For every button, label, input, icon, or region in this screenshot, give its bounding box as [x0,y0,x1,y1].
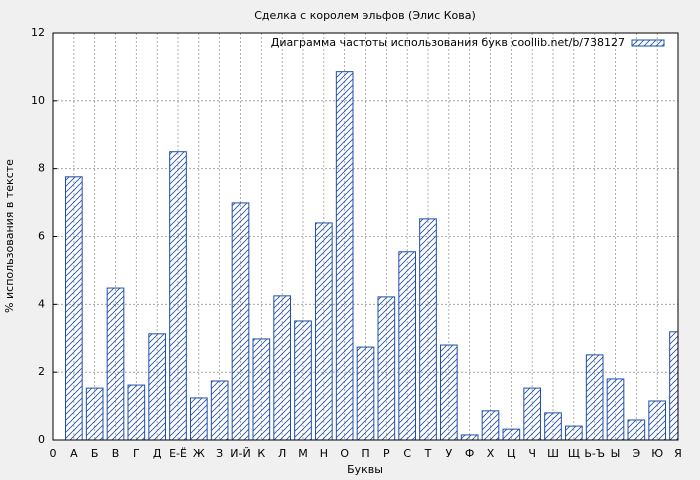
x-tick-label: А [70,447,78,460]
bar [481,410,500,440]
bar [294,320,312,440]
x-tick-label: Л [278,447,286,460]
bar [606,378,625,440]
y-tick-label: 8 [38,162,45,175]
x-tick-label: Ф [465,447,474,460]
x-tick-label: Б [91,447,99,460]
y-tick-label: 2 [38,365,45,378]
x-tick-label: Ж [193,447,205,460]
chart-title: Сделка с королем эльфов (Элис Кова) [254,9,476,22]
x-tick-label: Т [424,447,432,460]
x-tick-label: Ы [611,447,621,460]
x-tick-label: У [445,447,452,460]
x-tick-label: Д [153,447,162,460]
bar [419,218,437,440]
x-tick-label: В [112,447,120,460]
y-tick-label: 6 [38,230,45,243]
x-tick-label: М [298,447,308,460]
bar [190,397,208,440]
bar [315,222,333,440]
bar [377,296,396,440]
bar [210,380,229,440]
x-tick-label: Ь-Ъ [584,447,605,460]
x-tick-label: Э [632,447,640,460]
bar [669,331,678,440]
x-tick-label: З [216,447,223,460]
bar [85,387,104,440]
bar [273,295,292,440]
bar [398,251,417,440]
x-tick-label: Я [674,447,682,460]
y-tick-label: 4 [38,297,45,310]
bar [460,434,479,440]
bar [565,425,583,440]
bar [106,287,125,440]
legend-label: Диаграмма частоты использования букв coo… [271,36,625,49]
bar [169,151,187,440]
bar [127,384,146,440]
x-tick-label: Р [383,447,390,460]
x-tick-label: И-Й [230,447,250,460]
bar [440,344,458,440]
x-tick-label: Х [487,447,495,460]
x-tick-label: Ю [651,447,663,460]
bar [502,428,521,440]
x-tick-label: 0 [50,447,57,460]
x-tick-label: О [340,447,349,460]
x-tick-label: П [361,447,369,460]
bar [523,387,541,440]
y-tick-label: 10 [31,94,45,107]
x-tick-label: К [257,447,265,460]
x-tick-label: Ч [528,447,536,460]
x-axis-label: Буквы [347,463,383,476]
x-tick-label: С [403,447,411,460]
x-tick-label: Щ [568,447,580,460]
bar [648,400,666,440]
x-tick-label: Ш [547,447,559,460]
bar [627,419,646,440]
bar [148,333,166,440]
legend-swatch [631,39,665,47]
bar [356,346,375,440]
bar [335,71,354,440]
x-tick-label: Е-Ё [169,447,187,460]
bar [585,354,604,440]
x-tick-label: Н [320,447,328,460]
y-tick-label: 0 [38,433,45,446]
bar [544,412,562,440]
x-tick-label: Ц [507,447,516,460]
bar [252,338,271,440]
x-tick-label: Г [133,447,140,460]
y-tick-label: 12 [31,26,45,39]
y-axis-label: % использования в тексте [3,159,16,313]
bar [231,202,250,440]
bar [65,176,83,440]
